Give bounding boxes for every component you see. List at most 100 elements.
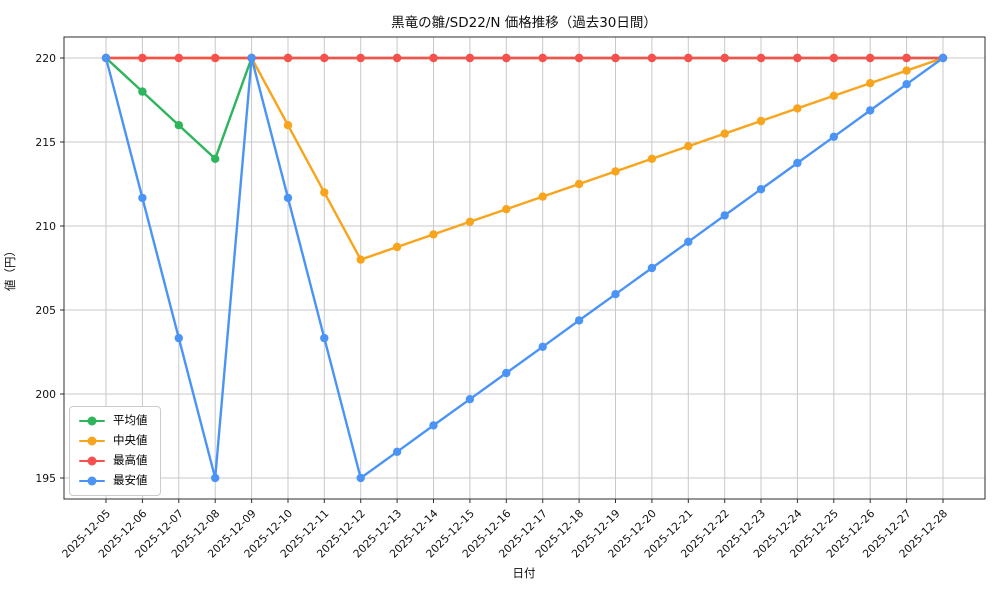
series-marker-min — [647, 263, 657, 273]
series-marker-max — [866, 53, 875, 63]
series-marker-max — [538, 53, 547, 63]
series-marker-min — [720, 211, 729, 220]
series-marker-max — [174, 53, 183, 63]
series-marker-median — [866, 79, 875, 88]
legend-swatch-line-average — [79, 416, 105, 426]
legend-swatch-dot-median — [87, 436, 97, 446]
series-marker-median — [465, 217, 475, 226]
series-marker-min — [101, 53, 111, 63]
y-tick-label: 210 — [35, 220, 56, 233]
series-marker-average — [174, 121, 183, 130]
series-marker-max — [756, 53, 766, 63]
series-marker-median — [502, 205, 511, 214]
series-marker-min — [938, 53, 948, 63]
legend-item-max: 最高値 — [79, 453, 148, 469]
series-marker-max — [320, 53, 329, 63]
series-marker-median — [902, 66, 911, 75]
series-line-median — [104, 56, 945, 261]
legend-item-median: 中央値 — [79, 433, 148, 449]
series-marker-max — [502, 53, 511, 63]
series-marker-min — [829, 132, 838, 141]
series-marker-max — [829, 53, 838, 63]
series-marker-median — [392, 242, 402, 252]
series-line-min — [104, 56, 945, 480]
series-marker-min — [611, 290, 620, 299]
series-marker-median — [829, 91, 838, 101]
series-marker-max — [684, 53, 693, 63]
series-marker-min — [465, 395, 475, 404]
tick-layer — [60, 57, 944, 503]
y-tick-label: 205 — [35, 304, 56, 317]
series-marker-max — [902, 53, 911, 63]
series-marker-median — [574, 179, 584, 189]
series-marker-median — [684, 142, 693, 151]
series-marker-min — [356, 473, 365, 483]
series-marker-max — [574, 53, 584, 63]
series-marker-max — [429, 53, 438, 63]
series-marker-max — [138, 53, 147, 63]
series-marker-median — [283, 121, 293, 130]
series-marker-max — [392, 53, 402, 63]
series-marker-max — [611, 53, 620, 63]
series-marker-min — [793, 158, 802, 168]
legend-swatch-dot-max — [87, 456, 97, 466]
series-marker-max — [465, 53, 475, 63]
series-marker-median — [611, 167, 620, 176]
legend-swatch-dot-average — [87, 416, 97, 426]
series-marker-median — [538, 192, 547, 201]
legend-item-min: 最安値 — [79, 473, 148, 489]
series-marker-median — [356, 255, 365, 264]
y-axis-label: 値（円） — [3, 245, 17, 291]
series-marker-min — [684, 237, 693, 246]
series-marker-average — [138, 87, 147, 96]
legend-swatch-line-max — [79, 456, 105, 466]
series-marker-max — [793, 53, 802, 63]
y-tick-label: 195 — [35, 472, 56, 485]
series-marker-median — [756, 116, 766, 126]
legend-swatch-line-min — [79, 476, 105, 486]
legend-label-average: 平均値 — [113, 413, 148, 428]
y-tick-label: 220 — [35, 52, 56, 65]
legend: 平均値中央値最高値最安値 — [69, 406, 161, 496]
series-marker-min — [902, 80, 911, 89]
series-line-average — [104, 56, 945, 161]
series-marker-min — [211, 473, 220, 483]
series-marker-min — [756, 185, 766, 194]
series-marker-min — [283, 193, 293, 203]
series-marker-min — [574, 316, 584, 325]
series-layer — [101, 53, 948, 483]
series-marker-min — [174, 333, 183, 343]
frame-layer — [63, 36, 986, 500]
series-marker-min — [138, 193, 147, 203]
legend-label-min: 最安値 — [113, 473, 148, 488]
series-marker-max — [211, 53, 220, 63]
series-marker-max — [356, 53, 365, 63]
legend-swatch-dot-min — [87, 476, 97, 486]
series-marker-median — [793, 104, 802, 113]
series-marker-median — [647, 154, 657, 163]
series-marker-average — [211, 154, 220, 163]
series-marker-min — [320, 333, 329, 343]
series-marker-median — [429, 230, 438, 239]
chart-title: 黒竜の雛/SD22/N 価格推移（過去30日間） — [391, 14, 657, 31]
series-marker-min — [392, 447, 402, 456]
x-axis-label: 日付 — [513, 566, 536, 580]
legend-swatch-line-median — [79, 436, 105, 446]
series-marker-min — [247, 53, 256, 63]
series-marker-min — [429, 421, 438, 430]
series-marker-max — [647, 53, 657, 63]
series-marker-min — [538, 342, 547, 351]
series-marker-max — [283, 53, 293, 63]
grid-layer — [64, 37, 985, 499]
series-marker-median — [320, 188, 329, 197]
series-marker-median — [720, 129, 729, 138]
legend-item-average: 平均値 — [79, 413, 148, 429]
y-tick-label: 200 — [35, 388, 56, 401]
series-marker-min — [502, 368, 511, 378]
series-marker-max — [720, 53, 729, 63]
legend-label-max: 最高値 — [113, 453, 148, 468]
plot-border — [63, 36, 986, 500]
y-tick-label: 215 — [35, 136, 56, 149]
